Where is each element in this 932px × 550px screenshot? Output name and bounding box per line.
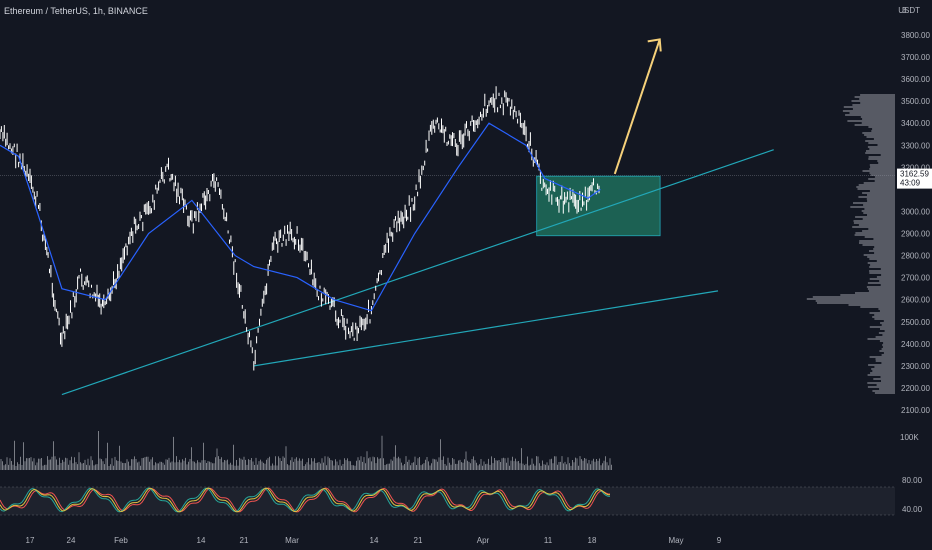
osc-axis-upper: 80.00 [902,476,923,485]
price-tick-label: 2900.00 [901,230,930,239]
time-tick-label: 21 [414,536,423,545]
countdown-label: 43:09 [900,179,921,188]
price-tick-label: 3700.00 [901,53,930,62]
volume-axis-label: 100K [900,433,919,442]
time-tick-label: Feb [114,536,128,545]
price-tick-label: 2500.00 [901,318,930,327]
moving-average-line [0,122,601,312]
time-tick-label: 18 [588,536,597,545]
oscillator-band [0,487,895,515]
price-candles [0,86,600,371]
price-tick-label: 3800.00 [901,31,930,40]
time-tick-label: 14 [370,536,379,545]
time-tick-label: 24 [67,536,76,545]
price-tick-label: 2800.00 [901,252,930,261]
volume-bars [0,431,612,470]
target-zone [536,175,661,237]
time-tick-label: 14 [197,536,206,545]
osc-axis-lower: 40.00 [902,505,923,514]
price-tick-label: 3600.00 [901,75,930,84]
osc-line-yellow [0,487,611,513]
chart-title: Ethereum / TetherUS, 1h, BINANCE [4,6,148,16]
price-tick-label: 2400.00 [901,340,930,349]
time-tick-label: 21 [240,536,249,545]
price-unit-label: USDT [898,6,920,15]
price-plot [0,38,895,396]
time-tick-label: 9 [717,536,722,545]
time-tick-label: Mar [285,536,299,545]
volume-histogram [0,431,612,470]
arrow-head [647,38,662,52]
trendline [61,149,774,396]
trendline [253,290,719,367]
corner-value: 3 [902,6,907,15]
price-tick-label: 2100.00 [901,406,930,415]
time-tick-label: May [668,536,683,545]
projection-arrow [613,39,661,175]
axes: 100K 80.00 40.00 3800.00 3700.00 3600.00 3500.… [26,31,932,545]
oscillator-panel [0,486,895,516]
price-tick-label: 3300.00 [901,141,930,150]
price-tick-label: 2700.00 [901,274,930,283]
osc-line-green [0,487,611,513]
price-tick-label: 3500.00 [901,97,930,106]
price-tick-label: 3000.00 [901,207,930,216]
price-tick-label: 2300.00 [901,362,930,371]
price-tick-label: 2600.00 [901,296,930,305]
price-tick-label: 3400.00 [901,119,930,128]
time-tick-label: 17 [26,536,35,545]
price-tick-label: 2200.00 [901,384,930,393]
price-tick-label: 3200.00 [901,163,930,172]
time-tick-label: Apr [477,536,490,545]
osc-line-red [0,487,611,513]
volume-profile [806,94,895,394]
time-tick-label: 11 [544,536,553,545]
last-price-label: 3162.59 [900,170,929,179]
last-price-tag [897,168,932,189]
